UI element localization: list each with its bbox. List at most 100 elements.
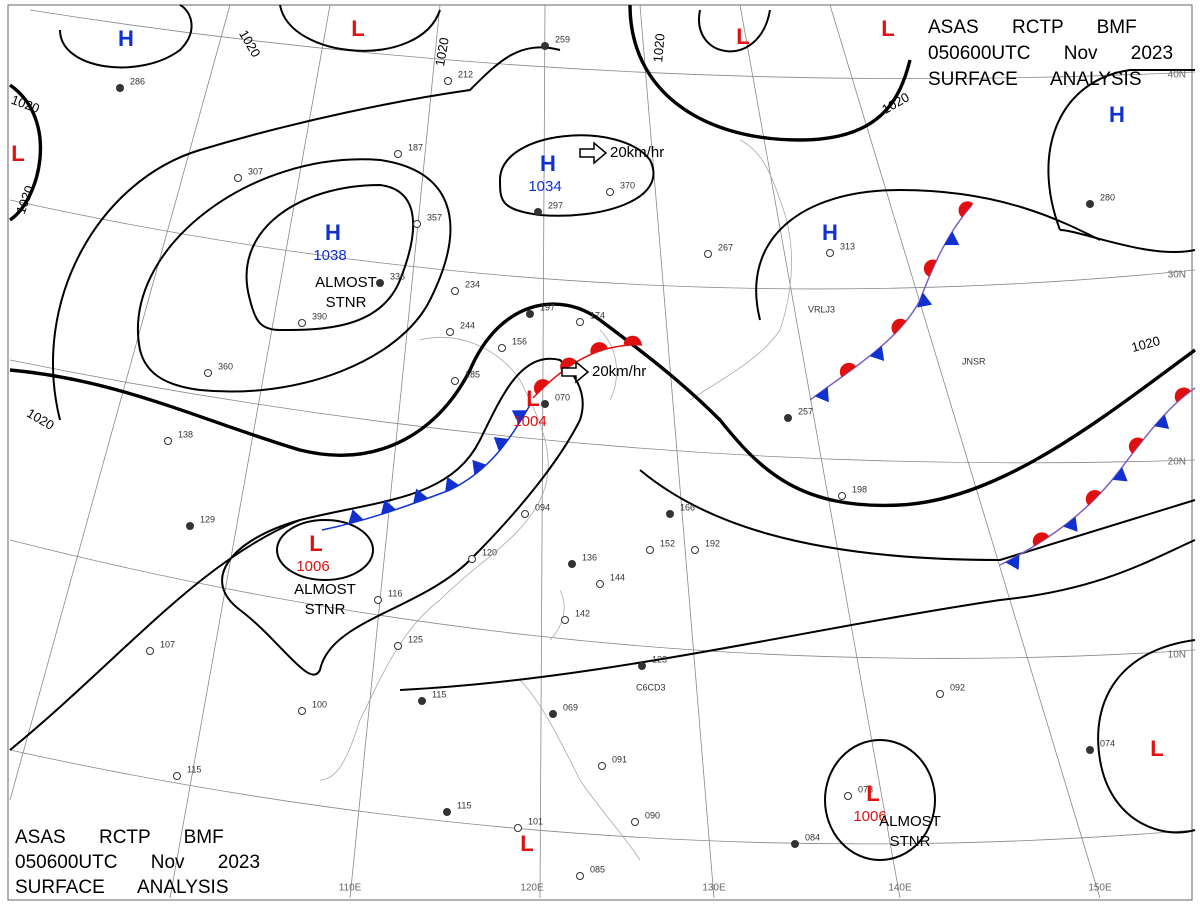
warm-front-symbol (533, 379, 550, 395)
station-pressure: 370 (620, 180, 635, 190)
cold-front-symbol (348, 509, 364, 524)
station-pressure: 142 (575, 608, 590, 618)
station-pressure: 360 (218, 361, 233, 371)
cold-front-symbol (917, 292, 933, 308)
cold-front-symbol (1005, 554, 1020, 570)
station-symbol (446, 328, 454, 336)
station-symbol (451, 377, 459, 385)
station-symbol (936, 690, 944, 698)
warm-front-symbol (1085, 490, 1102, 506)
cold-front-symbol (1063, 516, 1078, 532)
warm-front-symbol (1032, 532, 1050, 547)
center-symbol: H (822, 220, 838, 245)
station-symbol (526, 310, 534, 318)
station-pressure: 198 (852, 484, 867, 494)
isobar-label: 1020 (650, 33, 667, 63)
longitude-label: 130E (702, 883, 726, 894)
station-symbol (1086, 200, 1094, 208)
station-pressure: 070 (555, 392, 570, 402)
station-pressure: 084 (805, 832, 820, 842)
station-symbol (549, 710, 557, 718)
station-symbol (541, 400, 549, 408)
station-symbol (631, 818, 639, 826)
station-symbol (204, 369, 212, 377)
warm-front-symbol (891, 318, 907, 335)
cold-front-symbol (869, 345, 885, 361)
station-pressure: 115 (187, 764, 201, 774)
center-pressure: 1006 (853, 808, 886, 825)
stationary-note: STNR (326, 294, 367, 311)
station-pressure: 152 (660, 538, 675, 548)
station-symbol (598, 762, 606, 770)
center-pressure: 1004 (513, 413, 546, 430)
station-pressure: 094 (535, 502, 550, 512)
station-symbol (298, 319, 306, 327)
latitude-label: 30N (1168, 270, 1186, 281)
station-pressure: 166 (680, 502, 695, 512)
cold-front (321, 404, 531, 531)
station-pressure: 197 (540, 302, 555, 312)
movement-speed: 20km/hr (610, 144, 664, 161)
station-pressure: 085 (590, 864, 605, 874)
longitude-label: 140E (888, 883, 912, 894)
station-pressure: 267 (718, 242, 733, 252)
station-pressure: 257 (798, 406, 813, 416)
station-symbol (164, 437, 172, 445)
station-symbol (443, 808, 451, 816)
cold-front-symbol (511, 410, 528, 424)
warm-front-symbol (1174, 387, 1191, 403)
station-symbol (451, 287, 459, 295)
footer-time: 050600UTC Nov 2023 (15, 852, 260, 873)
stationary-note: ALMOST (315, 274, 377, 291)
station-pressure: 313 (840, 241, 855, 251)
place-code: JNSR (962, 356, 986, 366)
station-pressure: 174 (590, 310, 605, 320)
center-symbol: L (866, 781, 879, 806)
cold-front-symbol (814, 387, 829, 403)
station-symbol (514, 824, 522, 832)
station-symbol (1086, 746, 1094, 754)
station-symbol (791, 840, 799, 848)
station-symbol (638, 662, 646, 670)
station-pressure: 307 (248, 166, 263, 176)
footer-title: ASAS RCTP BMF (15, 827, 224, 848)
station-symbol (576, 318, 584, 326)
center-symbol: L (309, 531, 322, 556)
station-pressure: 129 (200, 514, 215, 524)
longitude-label: 120E (520, 883, 544, 894)
center-symbol: L (351, 16, 364, 41)
station-pressure: 280 (1100, 192, 1115, 202)
station-pressure: 100 (312, 699, 327, 709)
longitude-label: 110E (339, 883, 362, 894)
latitude-label: 10N (1168, 650, 1186, 661)
cold-front-symbol (944, 231, 960, 246)
header-kind: SURFACE ANALYSIS (928, 69, 1142, 90)
station-symbol (146, 647, 154, 655)
station-symbol (173, 772, 181, 780)
station-pressure: 185 (465, 369, 480, 379)
station-pressure: 092 (950, 682, 965, 692)
cold-front-symbol (413, 488, 429, 504)
station-pressure: 156 (512, 336, 527, 346)
warm-front-symbol (590, 342, 608, 354)
footer-kind: SURFACE ANALYSIS (15, 877, 229, 898)
station-pressure: 107 (160, 639, 175, 649)
station-pressure: 212 (458, 69, 473, 79)
station-symbol (418, 697, 426, 705)
station-symbol (413, 220, 421, 228)
movement-speed: 20km/hr (592, 363, 646, 380)
station-symbol (838, 492, 846, 500)
stationary-note: ALMOST (294, 581, 356, 598)
cold-front-symbol (1112, 467, 1128, 482)
header-title: ASAS RCTP BMF (928, 17, 1137, 38)
station-pressure: 390 (312, 311, 327, 321)
station-symbol (596, 580, 604, 588)
labels: ASAS RCTP BMF 050600UTC Nov 2023 SURFACE… (9, 16, 1186, 898)
center-symbol: L (736, 24, 749, 49)
station-pressure: 078 (858, 784, 873, 794)
center-symbol: H (1109, 102, 1125, 127)
stationary-note: STNR (890, 833, 931, 850)
cold-front-symbol (472, 459, 487, 475)
station-pressure: 115 (432, 689, 446, 699)
